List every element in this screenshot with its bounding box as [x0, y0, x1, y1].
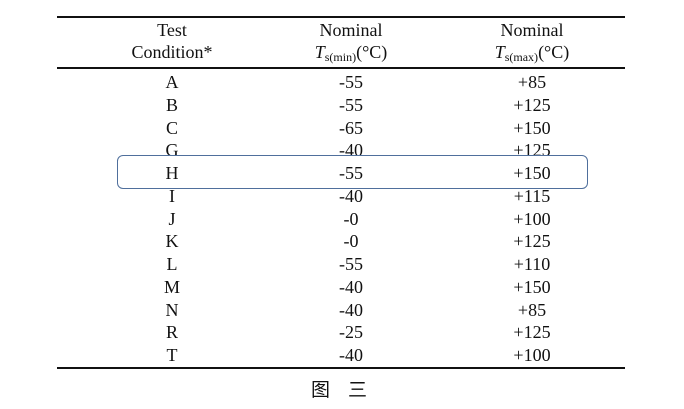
row-ts-min: -40 — [339, 185, 363, 206]
row-ts-max: +100 — [513, 345, 551, 365]
row-condition: T — [166, 345, 178, 365]
row-highlight-box — [117, 155, 588, 189]
row-ts-max: +85 — [517, 72, 547, 92]
header-symbol: Ts(max)(°C) — [494, 42, 570, 64]
row-ts-min: -55 — [339, 94, 363, 115]
header-ts-min: Nominal Ts(min)(°C) — [281, 19, 421, 68]
table-bottom-rule — [57, 367, 625, 369]
row-condition: A — [165, 72, 179, 92]
row-ts-min: -65 — [339, 117, 363, 138]
row-ts-max: +125 — [513, 94, 551, 115]
row-ts-min: -0 — [343, 231, 359, 252]
row-ts-max: +115 — [513, 185, 551, 206]
header-symbol: Ts(min)(°C) — [314, 42, 388, 64]
table-top-rule — [57, 16, 625, 18]
header-line: Nominal — [500, 20, 564, 40]
row-ts-min: -55 — [339, 163, 363, 183]
row-condition: M — [163, 276, 180, 297]
row-ts-min: -0 — [343, 208, 359, 229]
header-line: Condition* — [131, 42, 213, 62]
header-line: Nominal — [319, 20, 383, 40]
header-bottom-rule — [57, 67, 625, 69]
row-condition: K — [165, 231, 179, 252]
row-ts-max: +110 — [513, 254, 551, 274]
row-ts-min: -55 — [339, 72, 363, 92]
row-condition: C — [165, 117, 178, 138]
row-condition: I — [169, 185, 175, 206]
row-condition: J — [168, 208, 176, 229]
row-condition: N — [165, 299, 179, 320]
figure-caption: 图 三 — [310, 379, 374, 401]
row-condition: B — [165, 94, 178, 115]
header-line: Test — [157, 20, 187, 40]
row-ts-max: +85 — [517, 299, 547, 320]
row-condition: H — [165, 163, 179, 183]
row-ts-max: +150 — [513, 163, 551, 183]
row-ts-min: -55 — [339, 254, 363, 274]
header-test-condition: Test Condition* — [112, 19, 232, 63]
row-ts-min: -25 — [339, 322, 363, 343]
row-ts-max: +150 — [513, 276, 551, 297]
row-ts-min: -40 — [339, 345, 363, 365]
row-ts-min: -40 — [339, 276, 363, 297]
row-condition: R — [165, 322, 178, 343]
row-ts-max: +100 — [513, 208, 551, 229]
row-ts-min: -40 — [339, 299, 363, 320]
row-ts-max: +150 — [513, 117, 551, 138]
header-ts-max: Nominal Ts(max)(°C) — [462, 19, 602, 68]
row-ts-max: +125 — [513, 231, 551, 252]
row-condition: L — [166, 254, 178, 274]
row-ts-max: +125 — [513, 322, 551, 343]
